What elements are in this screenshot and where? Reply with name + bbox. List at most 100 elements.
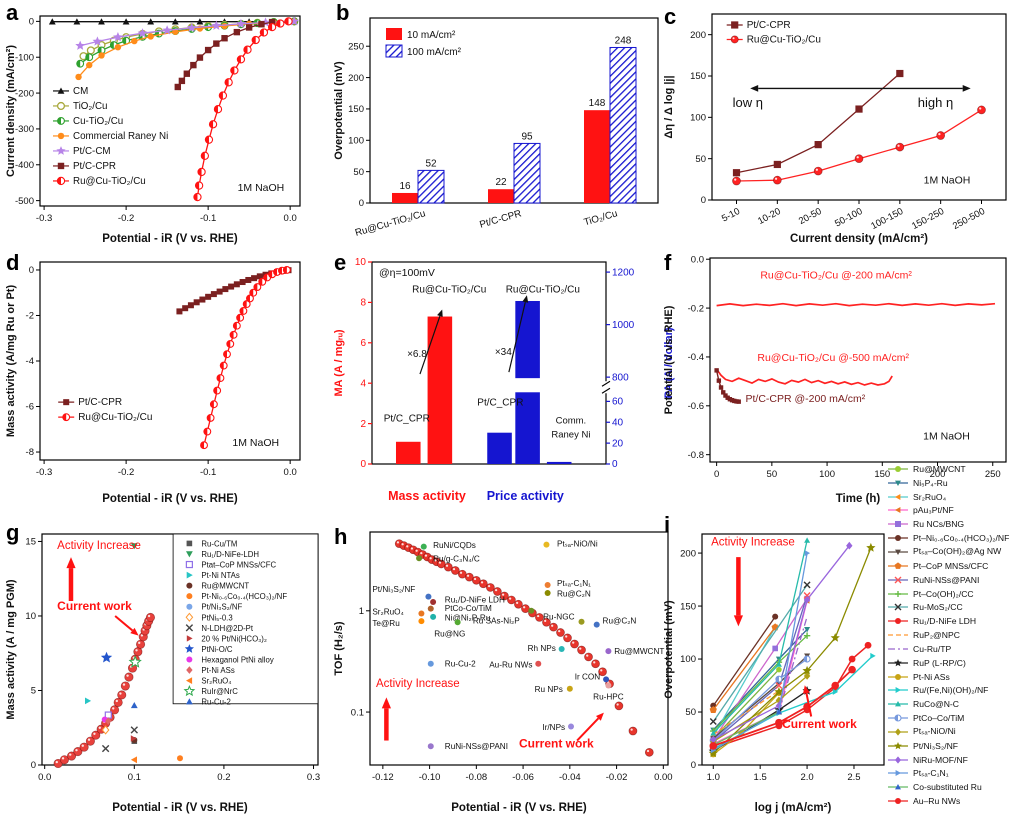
svg-text:2: 2	[360, 419, 366, 430]
svg-text:Pt/C_CPR: Pt/C_CPR	[384, 414, 430, 425]
svg-text:low η: low η	[733, 95, 763, 110]
svg-text:0: 0	[359, 198, 364, 209]
panel-c-chart: 5-10 10-20 20-50 50-100 100-150 150-250 250-50…	[660, 2, 1024, 248]
legend-item: Ptₛₐ-C₁N₁	[888, 767, 1024, 781]
svg-text:Hexaganol PtNi alloy: Hexaganol PtNi alloy	[201, 655, 273, 664]
svg-text:100: 100	[819, 469, 835, 480]
svg-text:50: 50	[695, 154, 706, 165]
svg-text:-0.2: -0.2	[118, 467, 134, 478]
svg-text:Commercial Raney Ni: Commercial Raney Ni	[73, 131, 168, 142]
legend-item: Ru/(Fe,Ni)(OH)₂/NF	[888, 684, 1024, 698]
svg-text:-0.1: -0.1	[200, 467, 216, 478]
legend-item: pAu₃Pt/NF	[888, 504, 1024, 518]
svg-text:Ru@Cu-TiO₂/Cu @-200 mA/cm²: Ru@Cu-TiO₂/Cu @-200 mA/cm²	[760, 269, 912, 281]
svg-text:RuNi/CQDs: RuNi/CQDs	[433, 541, 476, 550]
svg-text:Ru@Cu-TiO₂/Cu: Ru@Cu-TiO₂/Cu	[73, 176, 146, 187]
svg-text:100-150: 100-150	[869, 206, 905, 232]
svg-text:Au-Ru NWs: Au-Ru NWs	[489, 660, 532, 669]
svg-text:-0.04: -0.04	[559, 772, 581, 783]
svg-text:Ru SAs-Ni₂P: Ru SAs-Ni₂P	[473, 617, 520, 626]
panel-e-label: e	[334, 250, 347, 275]
svg-text:40: 40	[612, 417, 624, 428]
svg-text:50: 50	[685, 707, 696, 718]
svg-text:Activity Increase: Activity Increase	[376, 678, 460, 690]
svg-text:Pt/C-CPR: Pt/C-CPR	[73, 161, 116, 172]
svg-text:1M NaOH: 1M NaOH	[923, 431, 970, 443]
legend-item-label: Ru/(Fe,Ni)(OH)₂/NF	[913, 685, 989, 696]
svg-text:Ru@Cu-TiO₂/Cu: Ru@Cu-TiO₂/Cu	[747, 34, 821, 45]
svg-text:10 mA/cm²: 10 mA/cm²	[407, 30, 456, 41]
svg-text:0: 0	[612, 459, 618, 470]
legend-item-label: Ptₛₐ–Co(OH)₂@Ag NW	[913, 546, 1002, 557]
svg-text:200: 200	[348, 73, 364, 84]
panel-b-chart: 0 50 100 150 200 250 Overpotential (mV) 16 52 Ru@…	[330, 2, 680, 248]
svg-text:0: 0	[360, 459, 366, 470]
legend-item: Pt–CoP MNSs/CFC	[888, 559, 1024, 573]
svg-text:0: 0	[701, 195, 706, 206]
svg-text:-0.3: -0.3	[36, 467, 52, 478]
svg-text:PtCo-Co/TiM: PtCo-Co/TiM	[445, 604, 492, 613]
panel-h-chart: -0.12 -0.10 -0.08 -0.06 -0.04 -0.02 0.00 0.1 1 Po…	[330, 518, 680, 817]
legend-item: Co-substituted Ru	[888, 780, 1024, 794]
svg-text:-200: -200	[15, 88, 34, 99]
legend-item-label: Pt–CoP MNSs/CFC	[913, 560, 989, 571]
svg-text:250: 250	[348, 41, 364, 52]
svg-text:CM: CM	[73, 86, 88, 97]
panel-i-label: i	[664, 512, 671, 537]
svg-text:Ptₛₐ-C₁N₁: Ptₛₐ-C₁N₁	[557, 579, 591, 588]
svg-text:0: 0	[29, 17, 34, 28]
svg-text:Ru@Cu-TiO₂/Cu: Ru@Cu-TiO₂/Cu	[412, 284, 486, 295]
legend-item: Ptₛₐ-NiO/Ni	[888, 725, 1024, 739]
legend-item-label: Co-substituted Ru	[913, 782, 982, 793]
svg-text:248: 248	[615, 35, 632, 46]
svg-text:-0.06: -0.06	[512, 772, 534, 783]
legend-item: RuNi-NSs@PANI	[888, 573, 1024, 587]
svg-text:20-50: 20-50	[797, 206, 824, 227]
svg-text:Raney Ni: Raney Ni	[551, 430, 590, 441]
svg-text:Ru-Cu-2: Ru-Cu-2	[201, 698, 230, 707]
svg-text:RuIr@NrC: RuIr@NrC	[201, 687, 238, 696]
legend-item: Pt/Ni₃S₂/NF	[888, 739, 1024, 753]
svg-text:-500: -500	[15, 196, 34, 207]
svg-text:150-250: 150-250	[910, 206, 946, 232]
panel-a-label: a	[6, 0, 19, 25]
svg-text:Ru-HPC: Ru-HPC	[593, 693, 624, 702]
legend-item: Cu-Ru/TP	[888, 642, 1024, 656]
panel-f-plot: 0 50 100 150 200 250 0.0 -0.2 -0.4 -0.6 -0.8 Time (…	[663, 254, 1007, 505]
svg-text:10-20: 10-20	[756, 206, 783, 227]
legend-item-label: Ptₛₐ-NiO/Ni	[913, 726, 956, 737]
svg-text:-300: -300	[15, 124, 34, 135]
svg-text:-0.02: -0.02	[606, 772, 628, 783]
svg-text:20: 20	[612, 438, 624, 449]
svg-text:148: 148	[589, 98, 606, 109]
svg-text:Activity Increase: Activity Increase	[711, 537, 795, 549]
legend-item-label: Cu-Ru/TP	[913, 643, 952, 654]
svg-text:4: 4	[360, 378, 366, 389]
svg-text:Ru₁/D-NiFe-LDH: Ru₁/D-NiFe-LDH	[201, 550, 259, 559]
svg-text:TiO₂/Cu: TiO₂/Cu	[73, 101, 107, 112]
svg-text:Ru@Cu-TiO₂/Cu: Ru@Cu-TiO₂/Cu	[78, 412, 152, 423]
svg-text:Pt-Ni NTAs: Pt-Ni NTAs	[201, 571, 240, 580]
svg-text:-0.10: -0.10	[419, 772, 441, 783]
svg-text:-0.3: -0.3	[36, 213, 52, 224]
svg-text:Activity Increase: Activity Increase	[57, 540, 141, 552]
svg-text:0.1: 0.1	[351, 707, 364, 718]
svg-text:50: 50	[353, 167, 364, 178]
svg-text:Pt/Ni₃S₂/NF: Pt/Ni₃S₂/NF	[201, 603, 242, 612]
svg-text:100: 100	[348, 135, 364, 146]
svg-text:Sr₂RuO₄: Sr₂RuO₄	[201, 677, 231, 686]
svg-text:-0.2: -0.2	[688, 303, 704, 314]
svg-text:Δη / Δ log |j|: Δη / Δ log |j|	[663, 75, 675, 138]
svg-text:5-10: 5-10	[720, 206, 742, 225]
legend-item-label: RuP (L-RP/C)	[913, 657, 966, 668]
svg-text:800: 800	[612, 372, 629, 383]
panel-c-label: c	[664, 4, 677, 29]
svg-text:Pt/Ni₃S₂/NF: Pt/Ni₃S₂/NF	[372, 585, 415, 594]
svg-text:22: 22	[495, 177, 507, 188]
svg-text:60: 60	[612, 397, 624, 408]
legend-item: Pt–Co(OH)₂/CC	[888, 587, 1024, 601]
svg-text:0.00: 0.00	[654, 772, 673, 783]
legend-item-label: Ru₁/D-NiFe LDH	[913, 616, 977, 627]
legend-item-label: Ru@MWCNT	[913, 463, 966, 474]
